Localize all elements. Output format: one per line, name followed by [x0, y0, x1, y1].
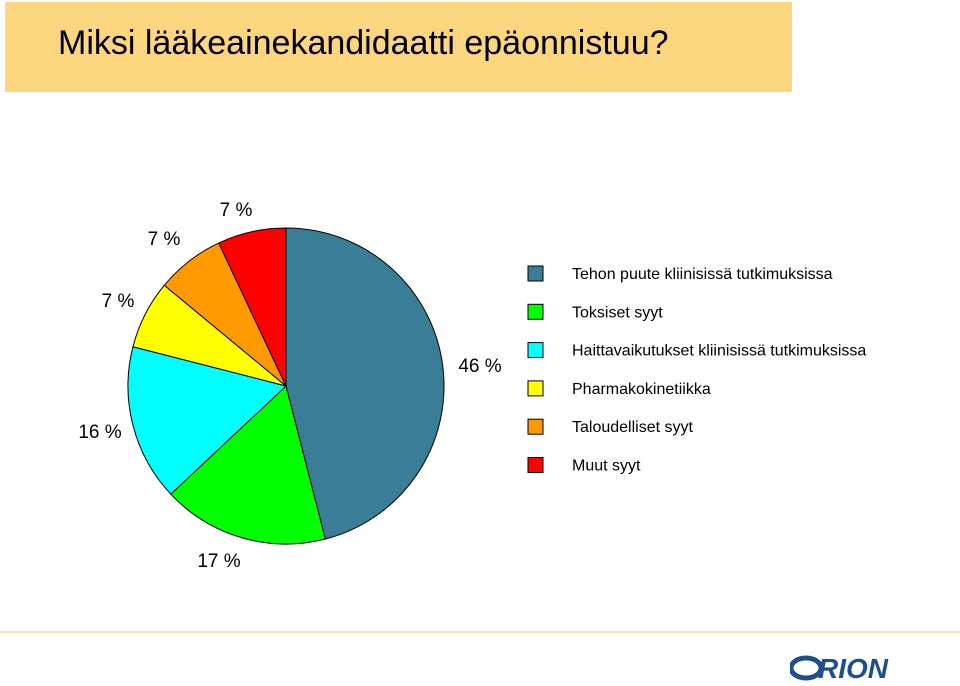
legend-swatch-1 [527, 265, 544, 282]
legend-swatch-2 [527, 303, 544, 320]
pie-slices [127, 227, 445, 545]
pie-slice-1 [285, 227, 445, 540]
footer-divider [0, 631, 960, 633]
pie-data-labels: 46 % 17 % 16 % 7 % 7 % 7 % [78, 200, 501, 572]
legend-label-5: Taloudelliset syyt [572, 419, 694, 436]
legend-swatch-5 [527, 418, 544, 435]
data-label-4: 7 % [102, 291, 135, 312]
legend-label-2: Toksiset syyt [572, 304, 663, 321]
data-label-6: 7 % [220, 200, 253, 221]
legend-swatch-4 [527, 380, 544, 397]
pie-slice-3 [127, 346, 288, 495]
data-label-1: 46 % [458, 356, 501, 377]
page-title: Miksi lääkeainekandidaatti epäonnistuu? [58, 24, 669, 62]
data-label-5: 7 % [148, 229, 181, 250]
legend: Tehon puute kliinisissä tutkimuksissa Tok… [527, 265, 866, 475]
pie-slice-2 [170, 385, 326, 545]
title-bar [5, 2, 792, 92]
legend-label-1: Tehon puute kliinisissä tutkimuksissa [572, 266, 833, 283]
legend-swatch-6 [527, 457, 544, 473]
legend-label-3: Haittavaikutukset kliinisissä tutkimuksi… [572, 343, 866, 360]
pie-slice-6 [218, 227, 287, 387]
orion-logo-text: RION [818, 653, 889, 684]
orion-logo: RION [790, 653, 889, 684]
legend-swatch-3 [527, 342, 544, 359]
legend-label-6: Muut syyt [572, 458, 641, 475]
legend-label-4: Pharmakokinetiikka [572, 381, 711, 398]
data-label-3: 16 % [78, 422, 121, 443]
data-label-2: 17 % [197, 551, 240, 572]
